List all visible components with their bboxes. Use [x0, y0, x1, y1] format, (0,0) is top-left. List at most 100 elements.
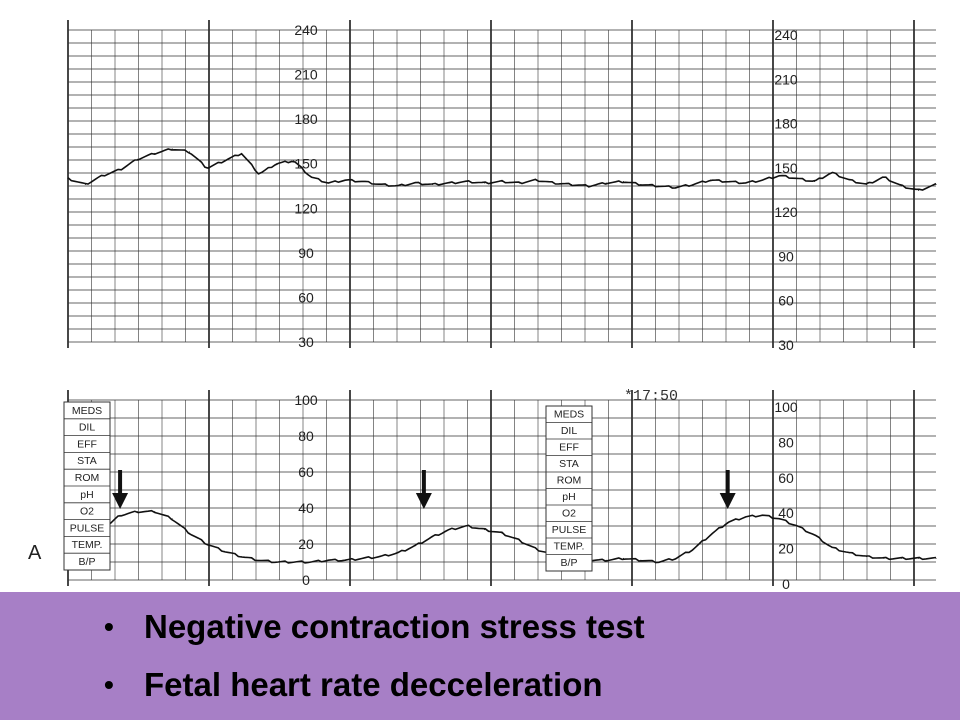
tick-label: 60 — [778, 470, 794, 486]
uc-point — [154, 511, 156, 513]
fhr-point — [866, 184, 868, 186]
form-label: PULSE — [70, 522, 104, 534]
fhr-point — [84, 184, 86, 186]
fhr-point — [761, 179, 763, 181]
uc-point — [379, 556, 381, 558]
uc-point — [345, 559, 347, 561]
tick-label: 80 — [778, 434, 794, 450]
down-arrow-icon — [415, 493, 432, 509]
uc-point — [397, 552, 399, 554]
fhr-point — [345, 179, 347, 181]
fetal-monitor-strip: 240 210 180 150 120 90 60 30 240 210 180 150 120 90 6… — [63, 20, 937, 592]
uc-point — [918, 557, 920, 559]
uc-point — [189, 532, 191, 534]
fhr-point — [848, 179, 850, 181]
tick-label: 20 — [778, 541, 794, 557]
fhr-point — [327, 182, 329, 184]
uc-point — [501, 532, 503, 534]
uc-point — [692, 548, 694, 550]
tick-label: 0 — [302, 572, 310, 588]
uc-left-axis: 100 80 60 40 20 0 — [294, 392, 318, 588]
panel-label: A — [28, 542, 42, 564]
uc-point — [310, 561, 312, 563]
fhr-point — [623, 181, 625, 183]
fhr-point — [466, 181, 468, 183]
uc-point — [258, 559, 260, 561]
fhr-left-axis: 240 210 180 150 120 90 60 30 — [294, 22, 318, 350]
nursing-form-right: MEDS DIL EFF STA ROM pH O2 PULSE TEMP. B/P — [545, 405, 593, 572]
uc-point — [136, 511, 138, 513]
fhr-point — [67, 178, 69, 180]
uc-point — [831, 547, 833, 549]
fhr-point — [189, 151, 191, 153]
fhr-point — [640, 184, 642, 186]
form-label: DIL — [79, 422, 96, 434]
fhr-point — [692, 184, 694, 186]
tick-label: 240 — [294, 22, 318, 38]
form-label: O2 — [562, 508, 576, 520]
tick-label: 120 — [294, 200, 318, 216]
tick-label: 150 — [294, 156, 318, 172]
time-annotation: *17:50 — [624, 388, 678, 405]
down-arrow-icon — [112, 493, 129, 509]
fhr-point — [136, 158, 138, 160]
uc-point — [293, 561, 295, 563]
fhr-point — [171, 148, 173, 150]
uc-point — [935, 557, 937, 559]
uc-point — [848, 552, 850, 554]
fhr-point — [779, 175, 781, 177]
fhr-grid — [67, 20, 936, 348]
form-label: ROM — [557, 475, 582, 487]
tick-label: 30 — [298, 334, 314, 350]
fhr-point — [102, 175, 104, 177]
uc-point — [466, 525, 468, 527]
contraction-arrows — [112, 470, 736, 509]
uc-point — [675, 557, 677, 559]
uc-point — [727, 521, 729, 523]
uc-point — [813, 534, 815, 536]
uc-point — [414, 545, 416, 547]
bullet-dot-icon: • — [104, 669, 114, 700]
uc-point — [883, 557, 885, 559]
uc-point — [119, 514, 121, 516]
tick-label: 210 — [774, 71, 798, 87]
fhr-point — [709, 179, 711, 181]
tick-label: 60 — [298, 289, 314, 305]
fhr-point — [675, 186, 677, 188]
fhr-point — [293, 160, 295, 162]
fhr-point — [588, 185, 590, 187]
fhr-point — [432, 184, 434, 186]
form-label: MEDS — [72, 405, 102, 417]
uc-point — [362, 557, 364, 559]
down-arrow-icon — [719, 493, 736, 509]
fhr-point — [397, 185, 399, 187]
bullet-item: • Fetal heart rate decceleration — [104, 660, 645, 718]
fhr-point — [275, 163, 277, 165]
fhr-point — [900, 185, 902, 187]
uc-point — [536, 548, 538, 550]
form-label: PULSE — [552, 524, 586, 536]
form-label: pH — [80, 489, 93, 501]
fhr-point — [605, 182, 607, 184]
tick-label: 60 — [778, 293, 794, 309]
fhr-point — [310, 176, 312, 178]
bullet-list: • Negative contraction stress test • Fet… — [104, 602, 645, 718]
tick-label: 120 — [774, 204, 798, 220]
form-label: STA — [559, 458, 579, 470]
nursing-form-left: MEDS DIL EFF STA ROM pH O2 PULSE TEMP. B/P — [63, 401, 111, 571]
fhr-point — [258, 173, 260, 175]
uc-point — [779, 518, 781, 520]
fhr-point — [553, 182, 555, 184]
fhr-point — [501, 181, 503, 183]
uc-line — [67, 509, 937, 564]
uc-point — [866, 556, 868, 558]
form-label: DIL — [561, 425, 578, 437]
tick-label: 150 — [774, 160, 798, 176]
caption-band: • Negative contraction stress test • Fet… — [0, 592, 960, 720]
form-label: ROM — [75, 472, 100, 484]
fhr-point — [570, 184, 572, 186]
uc-point — [796, 525, 798, 527]
fhr-point — [119, 169, 121, 171]
tick-label: 240 — [774, 27, 798, 43]
uc-point — [432, 536, 434, 538]
